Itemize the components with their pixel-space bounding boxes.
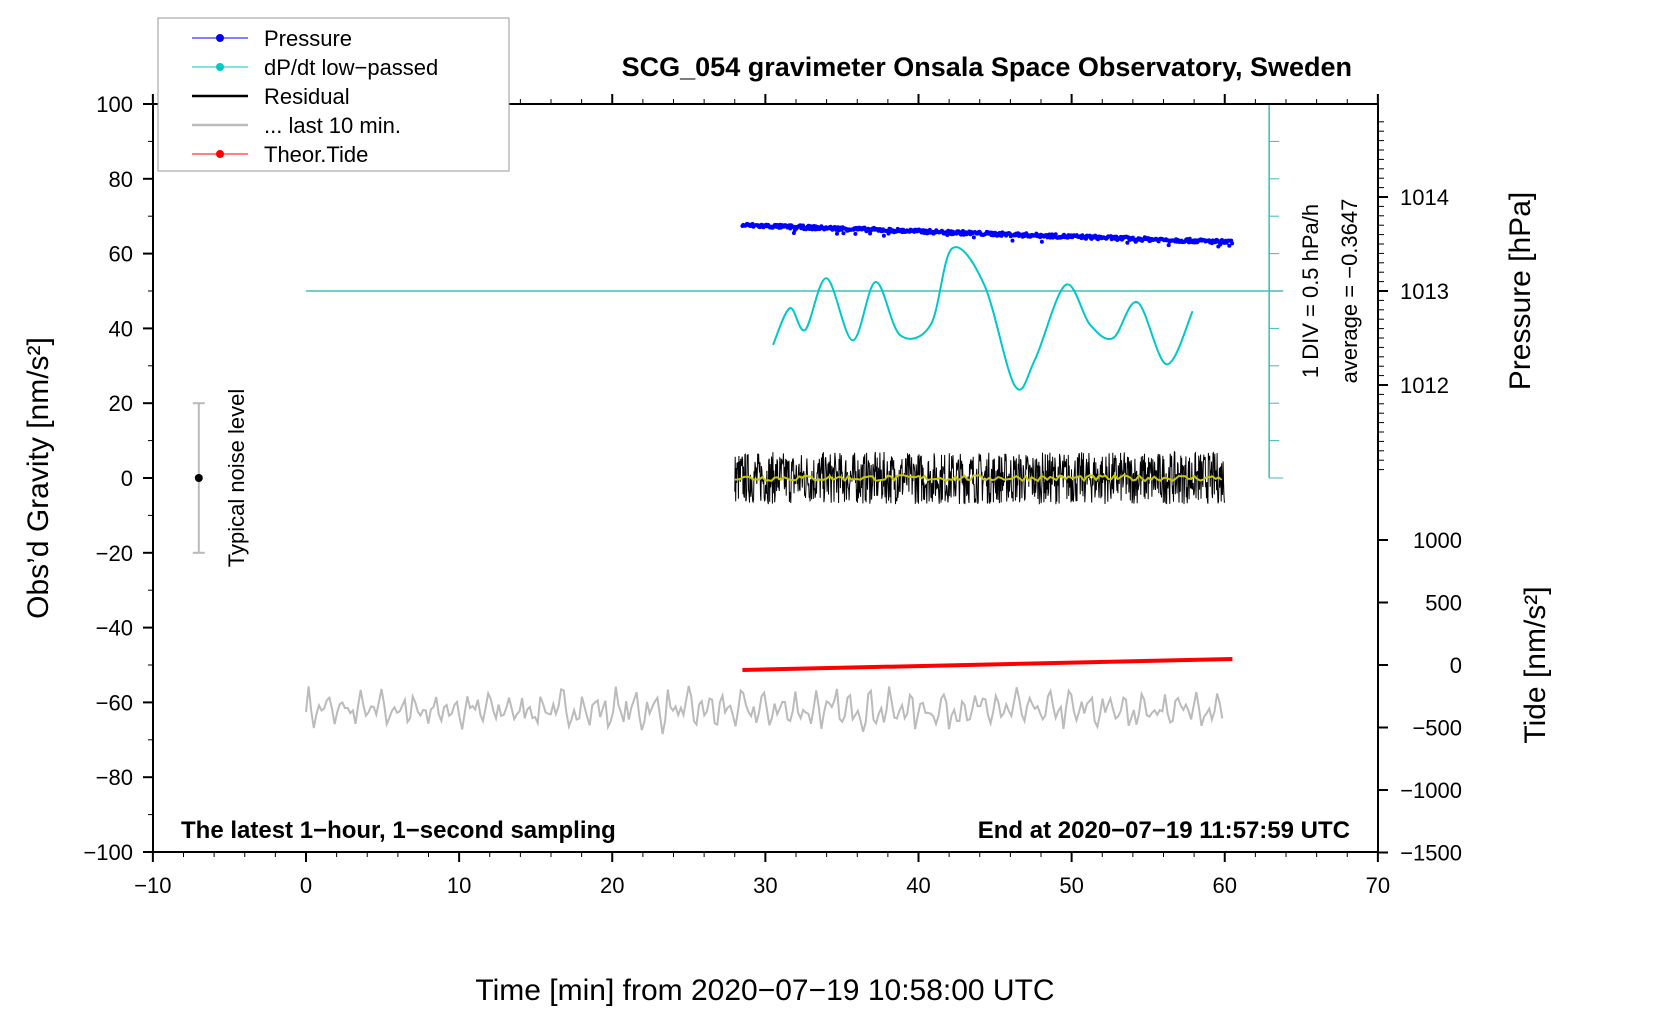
y-tick-label: −20 [96, 541, 133, 566]
pressure-point [1218, 242, 1223, 247]
x-tick-label: 70 [1366, 873, 1390, 898]
y-tick-label: −100 [83, 840, 133, 865]
pressure-point [1039, 239, 1044, 244]
end-time-note: End at 2020−07−19 11:57:59 UTC [978, 817, 1350, 844]
tide-tick-label: −1500 [1400, 841, 1462, 866]
noise-level-label: Typical noise level [224, 389, 249, 568]
y-tick-label: 40 [109, 316, 133, 341]
tide-axis-label: Tide [nm/s²] [1519, 586, 1552, 743]
pressure-point [971, 235, 976, 240]
y-tick-label: 100 [96, 92, 133, 117]
legend: Pressure dP/dt low−passed Residual ... last… [157, 17, 510, 172]
pressure-point [1166, 243, 1171, 248]
legend-label: Residual [264, 84, 350, 109]
y-tick-label: 0 [121, 466, 133, 491]
legend-marker [216, 34, 224, 42]
tide-tick-label: 0 [1450, 653, 1462, 678]
average-annotation: average = −0.3647 [1337, 199, 1362, 384]
pressure-point [1010, 238, 1015, 243]
pressure-point [835, 231, 839, 236]
residual-smoothed-line [734, 473, 1223, 483]
x-tick-label: 20 [600, 873, 624, 898]
pressure-tick-label: 1012 [1400, 373, 1449, 398]
x-tick-label: 10 [447, 873, 471, 898]
tide-tick-label: −500 [1412, 716, 1462, 741]
y-tick-label: −80 [96, 765, 133, 790]
pressure-point [1230, 241, 1235, 246]
tide-tick-label: 1000 [1413, 528, 1462, 553]
pressure-point [1053, 232, 1058, 237]
pressure-series [740, 221, 1235, 249]
x-axis-label: Time [min] from 2020−07−19 10:58:00 UTC [475, 974, 1054, 1007]
pressure-point [853, 231, 858, 236]
pressure-point [868, 231, 873, 236]
x-tick-label: 60 [1213, 873, 1237, 898]
residual-line [734, 450, 1225, 505]
pressure-axis-label: Pressure [hPa] [1504, 192, 1537, 390]
y-tick-label: −40 [96, 616, 133, 641]
y-tick-label: 20 [109, 391, 133, 416]
y-axis-label: Obs’d Gravity [nm/s²] [22, 337, 55, 619]
x-tick-label: 0 [300, 873, 312, 898]
legend-marker [216, 150, 224, 158]
sampling-note: The latest 1−hour, 1−second sampling [181, 817, 616, 844]
pressure-point [1125, 240, 1130, 245]
legend-label: dP/dt low−passed [264, 55, 438, 80]
div-annotation: 1 DIV = 0.5 hPa/h [1298, 204, 1323, 378]
x-tick-label: 30 [753, 873, 777, 898]
x-tick-label: −10 [134, 873, 171, 898]
y-tick-label: −60 [96, 690, 133, 715]
tide-tick-label: −1000 [1400, 778, 1462, 803]
dpdt-line [772, 246, 1194, 391]
x-tick-label: 40 [906, 873, 930, 898]
noise-center [194, 474, 203, 482]
pressure-point [1084, 236, 1088, 241]
chart-title: SCG_054 gravimeter Onsala Space Observat… [622, 52, 1352, 82]
legend-label: Theor.Tide [264, 142, 368, 167]
legend-marker [216, 63, 224, 71]
pressure-point [841, 231, 846, 236]
pressure-point [1227, 243, 1232, 248]
pressure-tick-label: 1014 [1400, 185, 1449, 210]
tide-line [742, 657, 1233, 672]
tide-tick-label: 500 [1425, 591, 1462, 616]
pressure-tick-label: 1013 [1400, 279, 1449, 304]
y-tick-label: 60 [109, 242, 133, 267]
x-tick-label: 50 [1059, 873, 1083, 898]
last-10-min-line [305, 685, 1224, 735]
legend-label: ... last 10 min. [264, 113, 401, 138]
y-tick-label: 80 [109, 167, 133, 192]
pressure-point [881, 233, 886, 238]
legend-label: Pressure [264, 26, 352, 51]
